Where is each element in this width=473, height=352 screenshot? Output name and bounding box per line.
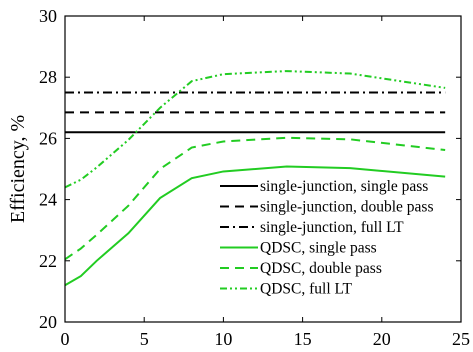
y-tick-label: 22 — [39, 251, 57, 271]
legend-label-1: single-junction, double pass — [260, 199, 434, 216]
y-tick-label: 28 — [39, 67, 57, 87]
series-line-3 — [64, 165, 446, 287]
legend: single-junction, single pass single-junct… — [220, 178, 434, 298]
x-tick-label: 25 — [452, 329, 470, 349]
x-tick-label: 15 — [294, 329, 312, 349]
series-lines — [64, 70, 446, 287]
y-tick-label: 30 — [39, 6, 57, 26]
legend-label-2: single-junction, full LT — [260, 219, 404, 236]
series-line-5 — [64, 70, 446, 189]
legend-label-4: QDSC, double pass — [260, 260, 382, 277]
legend-label-0: single-junction, single pass — [260, 178, 428, 195]
x-tick-label: 5 — [140, 329, 149, 349]
y-axis-label: Efficiency, % — [7, 115, 29, 223]
y-tick-label: 24 — [39, 190, 57, 210]
plot-frame — [64, 15, 462, 323]
x-tick-label: 20 — [373, 329, 391, 349]
series-line-4 — [64, 136, 446, 261]
y-tick-label: 26 — [39, 128, 57, 148]
x-tick-label: 10 — [214, 329, 232, 349]
legend-label-5: QDSC, full LT — [260, 281, 353, 298]
x-tick-label: 0 — [61, 329, 70, 349]
legend-label-3: QDSC, single pass — [260, 240, 377, 257]
tick-labels: 0 5 10 15 20 25 20 22 24 26 28 30 — [39, 6, 470, 349]
y-tick-label: 20 — [39, 312, 57, 332]
